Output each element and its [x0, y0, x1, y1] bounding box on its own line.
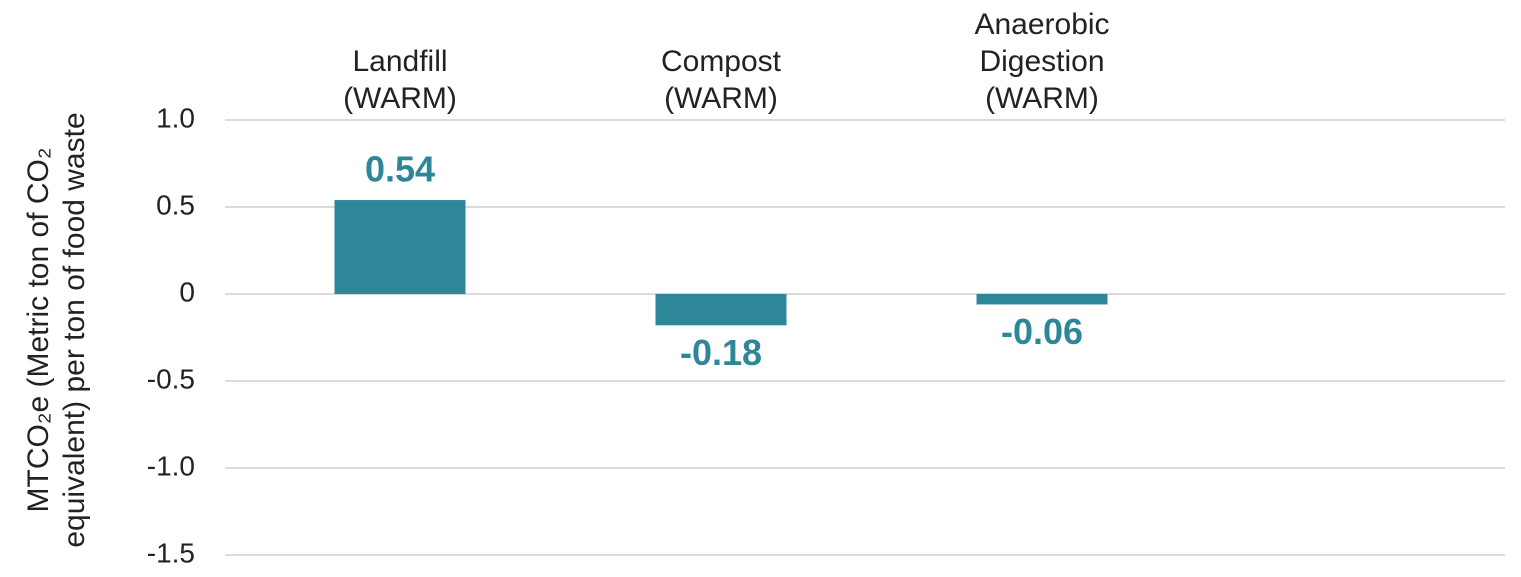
- y-tick-label: -1.5: [147, 537, 195, 568]
- y-tick-label: -1.0: [147, 450, 195, 481]
- category-label: (WARM): [985, 82, 1099, 115]
- bar: [655, 294, 787, 326]
- category-label: Compost: [661, 45, 782, 78]
- value-label: -0.06: [1001, 311, 1083, 352]
- category-label: Anaerobic: [974, 8, 1109, 41]
- category-label: (WARM): [664, 82, 778, 115]
- category-label: Landfill: [352, 45, 447, 78]
- category-label: Digestion: [979, 45, 1104, 78]
- bar: [976, 294, 1108, 305]
- category-label: (WARM): [343, 82, 457, 115]
- y-axis-label-line: equivalent) per ton of food waste: [58, 112, 91, 547]
- y-tick-label: 0.5: [156, 189, 195, 220]
- value-label: -0.18: [680, 332, 762, 373]
- y-axis-label: MTCO₂e (Metric ton of CO₂ equivalent) per…: [22, 112, 91, 547]
- value-label: 0.54: [365, 149, 435, 190]
- y-tick-label: 0: [179, 276, 195, 307]
- y-axis-label-line: MTCO₂e (Metric ton of CO₂: [22, 147, 55, 512]
- y-tick-label: -0.5: [147, 363, 195, 394]
- bar: [334, 200, 466, 294]
- y-tick-label: 1.0: [156, 102, 195, 133]
